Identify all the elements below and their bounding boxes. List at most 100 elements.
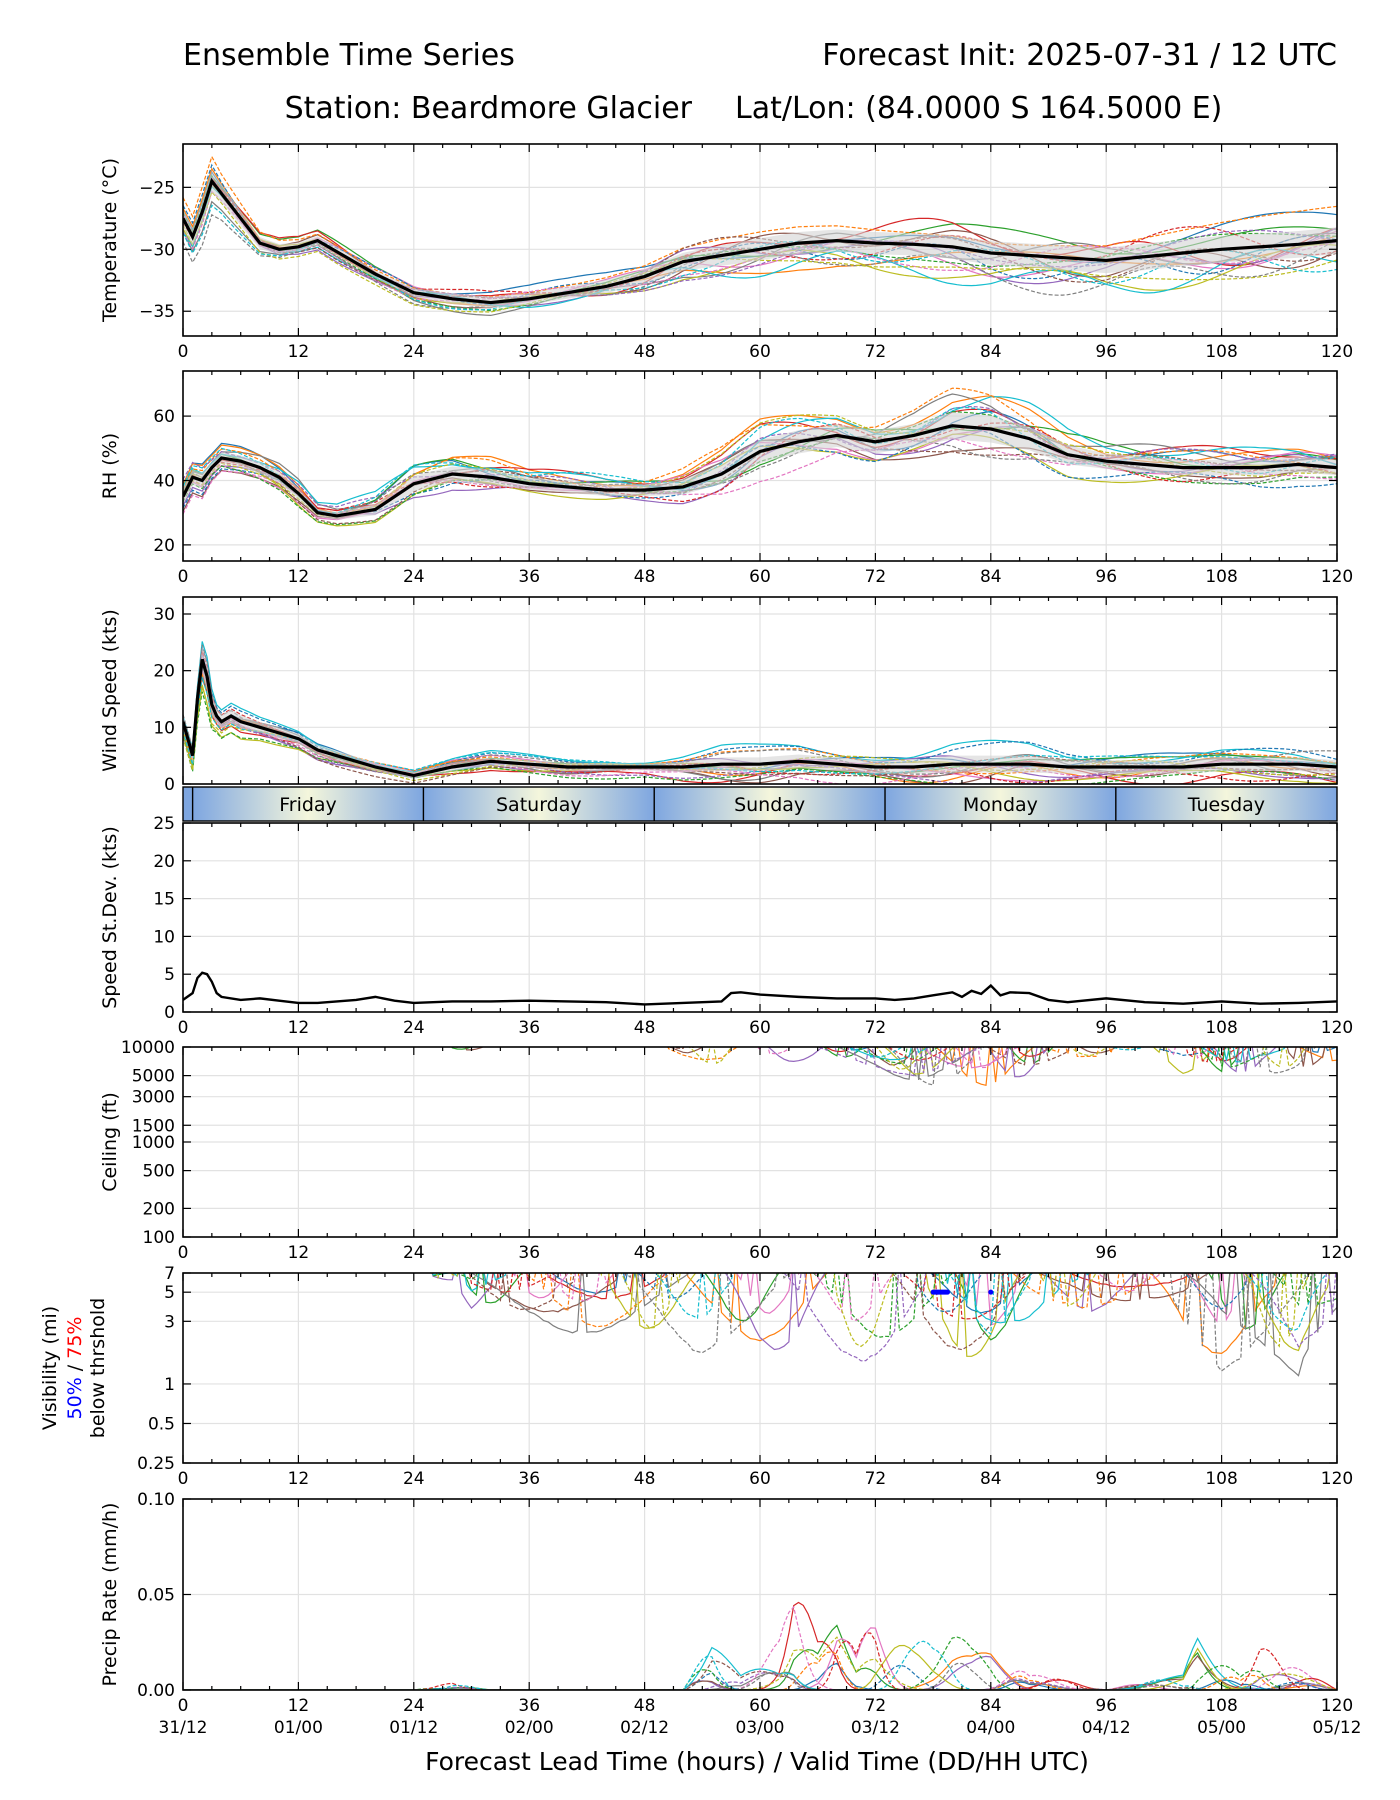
speed-stdev-ytick-label-4: 20 [153, 852, 175, 872]
wind-speed-member-17 [183, 658, 1337, 784]
precip-rate-member-18 [183, 1662, 1337, 1690]
temperature-xtick-label-1: 12 [288, 342, 310, 362]
temperature-member-19 [183, 190, 1337, 313]
rh-panel: 0 12 24 36 48 60 72 84 96 108 120 20 40 60 RH (%) [99, 370, 1353, 587]
day-label-friday: Friday [279, 794, 337, 816]
day-strip-frame [182, 786, 1338, 822]
rh-xtick-label-1: 12 [288, 567, 310, 587]
visibility-xtick-label-6: 72 [865, 1469, 887, 1489]
precip-rate-member-16 [183, 1660, 1337, 1690]
x-axis-title: Forecast Lead Time (hours) / Valid Time … [425, 1747, 1089, 1776]
valid-time-label-1: 01/00 [274, 1718, 323, 1738]
ceiling-ylabel: Ceiling (ft) [99, 1092, 121, 1192]
visibility-panel: 0 12 24 36 48 60 72 84 96 108 120 0.25 0.5 1 3 57 Visibi… [39, 1264, 1353, 1489]
day-cell-sunday [654, 787, 886, 821]
ceiling-ytick-label-3: 1000 [132, 1133, 175, 1153]
speed-stdev-xtick-label-3: 36 [518, 1018, 540, 1038]
valid-time-label-5: 03/00 [736, 1718, 785, 1738]
visibility-member-5 [431, 1273, 1136, 1351]
precip-rate-xtick-label-0: 0 [178, 1696, 189, 1716]
rh-xtick-label-8: 96 [1095, 567, 1117, 587]
visibility-ytick-label-4: 5 [164, 1283, 175, 1303]
title-left: Ensemble Time Series [183, 38, 515, 73]
speed-stdev-xtick-label-10: 120 [1321, 1018, 1353, 1038]
rh-plot [183, 387, 1337, 527]
precip-rate-member-17 [183, 1605, 1337, 1690]
vis-50-threshold-point-0 [988, 1289, 994, 1295]
temperature-spread-band [183, 170, 1337, 309]
precip-rate-xtick-label-7: 84 [980, 1696, 1002, 1716]
rh-ylabel: RH (%) [99, 433, 121, 499]
speed-stdev-ytick-label-5: 25 [153, 814, 175, 834]
rh-ensemble-mean [183, 424, 1337, 518]
visibility-ytick-label-0: 0.25 [137, 1454, 175, 1474]
visibility-ytick-label-2: 1 [164, 1375, 175, 1395]
precip-rate-xtick-label-10: 120 [1321, 1696, 1353, 1716]
temperature-xtick-label-8: 96 [1095, 342, 1117, 362]
visibility-xtick-label-8: 96 [1095, 1469, 1117, 1489]
rh-xtick-label-5: 60 [749, 567, 771, 587]
precip-rate-xtick-label-1: 12 [288, 1696, 310, 1716]
precip-rate-xtick-label-5: 60 [749, 1696, 771, 1716]
visibility-xtick-label-0: 0 [178, 1469, 189, 1489]
station-latlon: Lat/Lon: (84.0000 S 164.5000 E) [735, 91, 1222, 126]
rh-member-12 [183, 387, 1337, 517]
temperature-xtick-label-2: 24 [403, 342, 425, 362]
temperature-xtick-label-9: 108 [1205, 342, 1237, 362]
speed-stdev-xtick-label-2: 24 [403, 1018, 425, 1038]
speed-stdev-ytick-label-3: 15 [153, 890, 175, 910]
temperature-xtick-label-6: 72 [865, 342, 887, 362]
temperature-ytick-label-2: −25 [139, 178, 175, 198]
visibility-member-4 [546, 1273, 1190, 1300]
visibility-xtick-label-7: 84 [980, 1469, 1002, 1489]
valid-time-label-8: 04/12 [1082, 1718, 1131, 1738]
speed-stdev-xtick-label-5: 60 [749, 1018, 771, 1038]
ceiling-xtick-label-8: 96 [1095, 1243, 1117, 1263]
day-label-tuesday: Tuesday [1187, 794, 1265, 816]
x-axis-label: Forecast Lead Time (hours) / Valid Time … [425, 1747, 1089, 1776]
temperature-xtick-label-7: 84 [980, 342, 1002, 362]
speed-stdev-ytick-label-0: 0 [164, 1003, 175, 1023]
speed-stdev-xtick-label-8: 96 [1095, 1018, 1117, 1038]
rh-xtick-label-9: 108 [1205, 567, 1237, 587]
ceiling-xtick-label-2: 24 [403, 1243, 425, 1263]
temperature-ytick-label-1: −30 [139, 240, 175, 260]
precip-rate-xtick-label-3: 36 [518, 1696, 540, 1716]
rh-xtick-label-7: 84 [980, 567, 1002, 587]
ceiling-ytick-label-6: 5000 [132, 1067, 175, 1087]
wind-speed-ytick-label-0: 0 [164, 775, 175, 795]
valid-time-label-9: 05/00 [1197, 1718, 1246, 1738]
precip-rate-ytick-label-2: 0.10 [137, 1490, 175, 1510]
valid-time-label-7: 04/00 [966, 1718, 1015, 1738]
day-cell-tuesday [1115, 787, 1337, 821]
visibility-member-18 [624, 1273, 1310, 1372]
temperature-plot [183, 155, 1337, 317]
rh-ytick-label-2: 60 [153, 407, 175, 427]
visibility-ytick-label-5: 7 [164, 1264, 175, 1284]
temperature-xtick-label-10: 120 [1321, 342, 1353, 362]
rh-xtick-label-4: 48 [634, 567, 656, 587]
temperature-member-14 [183, 177, 1337, 294]
ceiling-ytick-label-2: 500 [143, 1162, 175, 1182]
precip-rate-xtick-label-6: 72 [865, 1696, 887, 1716]
precip-rate-xtick-label-9: 108 [1205, 1696, 1237, 1716]
ceiling-panel: 0 12 24 36 48 60 72 84 96 108 120 100 200 500 10001500… [99, 1038, 1353, 1263]
ceiling-xtick-label-6: 72 [865, 1243, 887, 1263]
station-name: Station: Beardmore Glacier [285, 91, 693, 126]
visibility-xtick-label-4: 48 [634, 1469, 656, 1489]
vis-sep-label: / [64, 1359, 86, 1377]
speed-stdev-panel: 0 12 24 36 48 60 72 84 96 108 120 0 5 10 15 20 25 Speed S… [99, 814, 1353, 1038]
ceiling-ytick-label-4: 1500 [132, 1116, 175, 1136]
speed-stdev-xtick-label-7: 84 [980, 1018, 1002, 1038]
visibility-ylabel: Visibility (mi) [39, 1306, 61, 1430]
wind-speed-ytick-label-3: 30 [153, 605, 175, 625]
rh-xtick-label-2: 24 [403, 567, 425, 587]
day-strip-lead [183, 787, 193, 821]
title-right: Forecast Init: 2025-07-31 / 12 UTC [822, 38, 1337, 73]
valid-time-label-6: 03/12 [851, 1718, 900, 1738]
ceiling-xtick-label-7: 84 [980, 1243, 1002, 1263]
day-cell-monday [885, 787, 1116, 821]
temperature-member-10 [183, 185, 1337, 309]
wind-speed-ensemble-mean [183, 658, 1337, 778]
rh-spread-band [183, 412, 1337, 520]
